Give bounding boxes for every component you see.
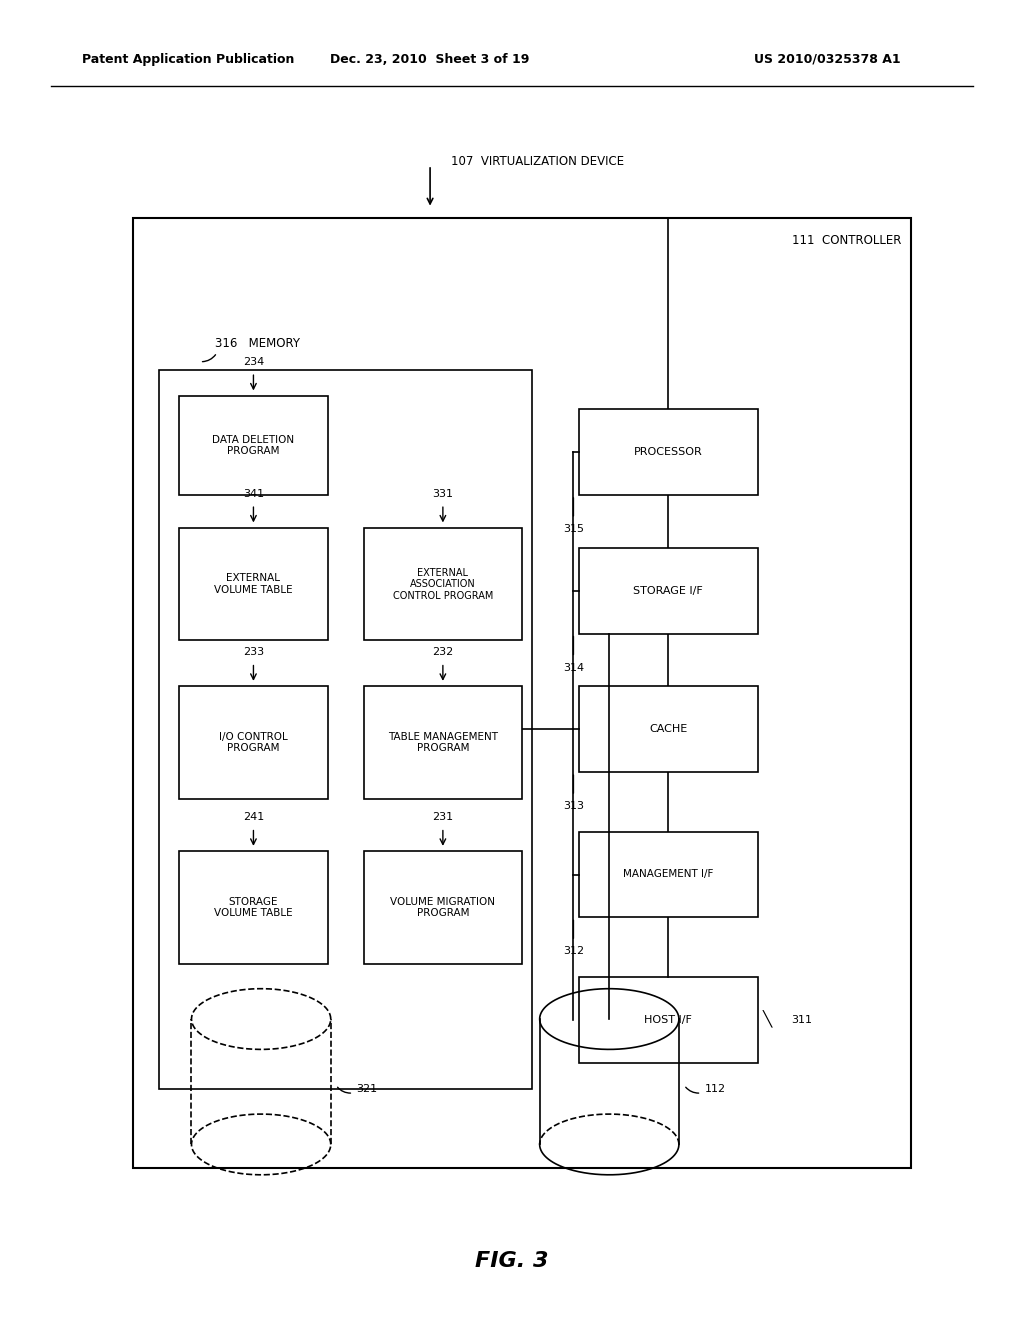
Text: STORAGE
VOLUME TABLE: STORAGE VOLUME TABLE [214, 896, 293, 919]
Text: 331: 331 [432, 488, 454, 499]
FancyBboxPatch shape [579, 686, 758, 772]
FancyBboxPatch shape [364, 686, 522, 799]
Text: 234: 234 [243, 356, 264, 367]
Text: 311: 311 [792, 1015, 813, 1024]
Text: EXTERNAL
VOLUME TABLE: EXTERNAL VOLUME TABLE [214, 573, 293, 595]
Text: 233: 233 [243, 647, 264, 657]
FancyBboxPatch shape [364, 851, 522, 964]
Text: TABLE MANAGEMENT
PROGRAM: TABLE MANAGEMENT PROGRAM [388, 731, 498, 754]
FancyBboxPatch shape [159, 370, 532, 1089]
Text: MANAGEMENT I/F: MANAGEMENT I/F [623, 870, 714, 879]
Text: 316   MEMORY: 316 MEMORY [215, 337, 300, 350]
Text: 241: 241 [243, 812, 264, 822]
Text: 315: 315 [563, 524, 584, 535]
Text: 232: 232 [432, 647, 454, 657]
Text: 314: 314 [563, 663, 584, 673]
Text: DATA DELETION
PROGRAM: DATA DELETION PROGRAM [212, 434, 295, 457]
FancyBboxPatch shape [179, 528, 328, 640]
FancyBboxPatch shape [133, 218, 911, 1168]
Text: HOST I/F: HOST I/F [644, 1015, 692, 1024]
Text: VOLUME MIGRATION
PROGRAM: VOLUME MIGRATION PROGRAM [390, 896, 496, 919]
Text: I/O CONTROL
PROGRAM: I/O CONTROL PROGRAM [219, 731, 288, 754]
Text: EXTERNAL
ASSOCIATION
CONTROL PROGRAM: EXTERNAL ASSOCIATION CONTROL PROGRAM [392, 568, 494, 601]
FancyBboxPatch shape [179, 686, 328, 799]
Text: FIG. 3: FIG. 3 [475, 1250, 549, 1271]
FancyBboxPatch shape [579, 832, 758, 917]
FancyBboxPatch shape [179, 396, 328, 495]
FancyBboxPatch shape [579, 409, 758, 495]
Text: STORAGE I/F: STORAGE I/F [633, 586, 703, 595]
Text: CACHE: CACHE [649, 725, 687, 734]
FancyBboxPatch shape [364, 528, 522, 640]
Text: 313: 313 [563, 801, 584, 812]
FancyBboxPatch shape [579, 977, 758, 1063]
Text: ╲: ╲ [763, 1011, 772, 1028]
Text: US 2010/0325378 A1: US 2010/0325378 A1 [755, 53, 901, 66]
Text: 321: 321 [356, 1084, 378, 1094]
FancyBboxPatch shape [579, 548, 758, 634]
Text: 112: 112 [705, 1084, 726, 1094]
Text: 107  VIRTUALIZATION DEVICE: 107 VIRTUALIZATION DEVICE [451, 154, 624, 168]
Text: 341: 341 [243, 488, 264, 499]
Text: Patent Application Publication: Patent Application Publication [82, 53, 294, 66]
Text: 231: 231 [432, 812, 454, 822]
Text: 312: 312 [563, 946, 584, 957]
Text: PROCESSOR: PROCESSOR [634, 447, 702, 457]
Text: Dec. 23, 2010  Sheet 3 of 19: Dec. 23, 2010 Sheet 3 of 19 [331, 53, 529, 66]
Text: 111  CONTROLLER: 111 CONTROLLER [792, 234, 901, 247]
FancyBboxPatch shape [179, 851, 328, 964]
